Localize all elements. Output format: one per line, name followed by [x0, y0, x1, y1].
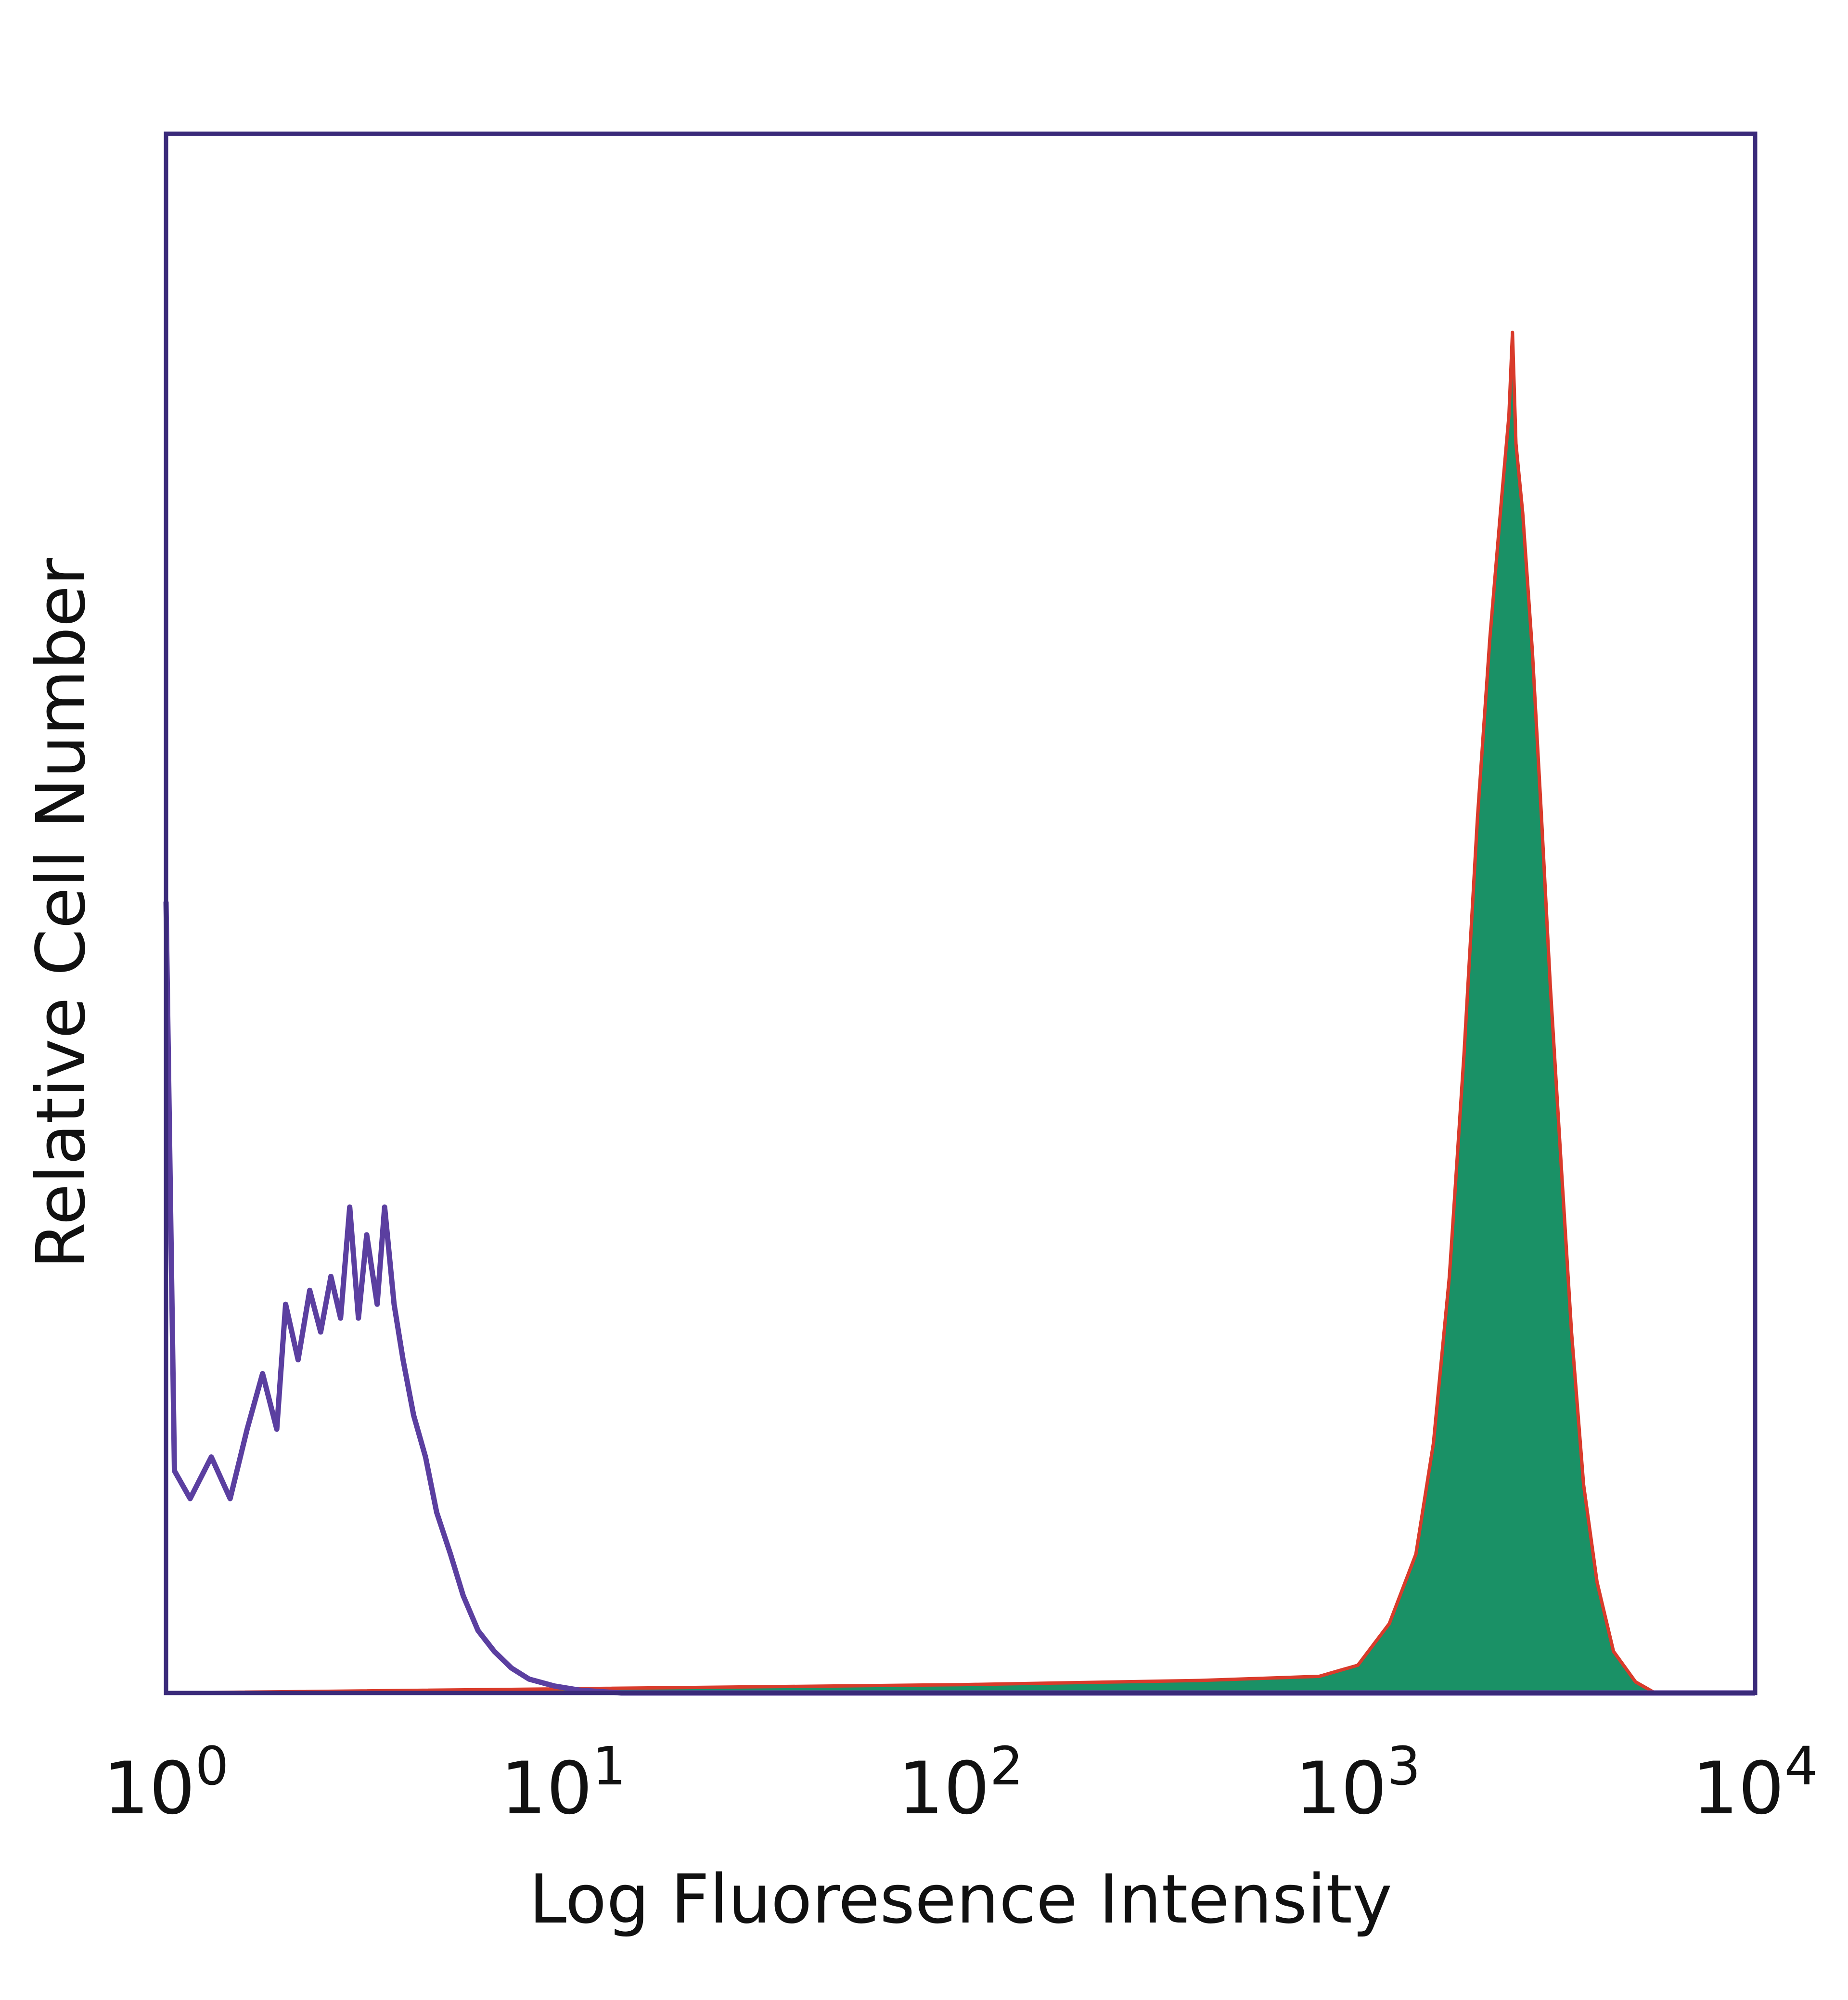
y-axis-label: Relative Cell Number	[22, 558, 101, 1269]
x-tick-labels: 100 101 102 103 104	[103, 1735, 1818, 1831]
x-tick-label: 102	[898, 1735, 1024, 1831]
x-tick-label: 101	[500, 1735, 626, 1831]
x-tick-label: 104	[1693, 1735, 1818, 1831]
plot-frame	[164, 131, 1758, 1695]
filled-histogram-outline	[166, 331, 1755, 1695]
plot-layer	[163, 331, 1755, 1696]
x-axis-label: Log Fluoresence Intensity	[529, 1860, 1392, 1939]
x-tick-label: 103	[1295, 1735, 1421, 1831]
outline-histogram-line	[163, 901, 1755, 1696]
filled-histogram-area	[166, 332, 1755, 1693]
x-tick-label: 100	[103, 1735, 229, 1831]
